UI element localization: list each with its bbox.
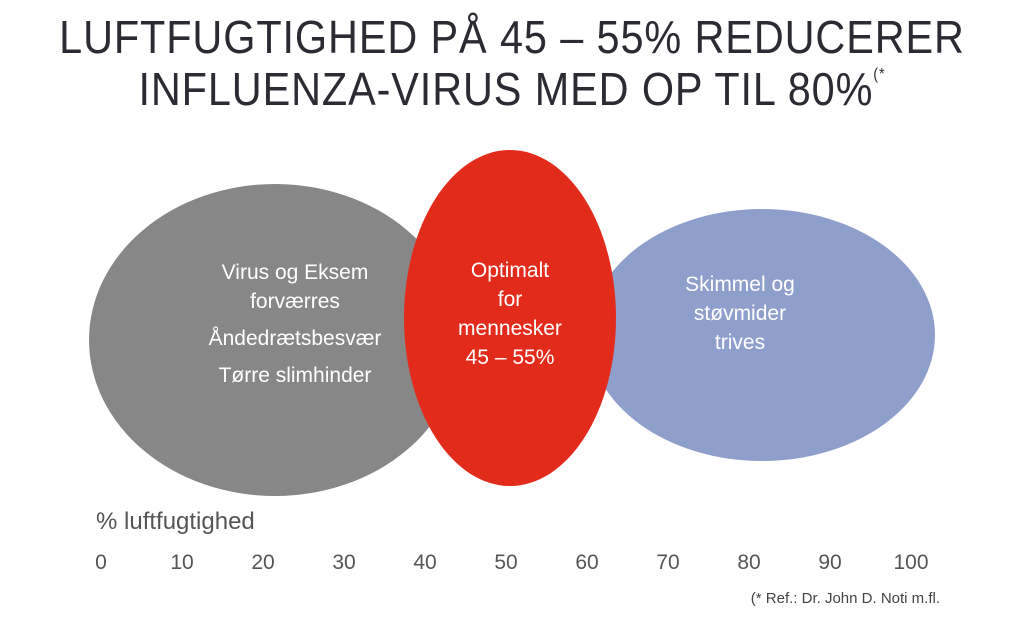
low-zone-line: Tørre slimhinder	[218, 364, 372, 387]
axis-tick-label: 0	[95, 551, 107, 574]
optimal-zone-line: for	[497, 288, 523, 311]
high-zone-line: trives	[714, 331, 766, 354]
reference-note: (* Ref.: Dr. John D. Noti m.fl.	[750, 590, 940, 607]
axis-tick-label: 40	[413, 551, 437, 574]
optimal-zone-line: Optimalt	[470, 259, 550, 282]
low-zone-line: Åndedrætsbesvær	[208, 327, 382, 350]
optimal-zone-label: Optimalt for mennesker 45 – 55%	[420, 256, 600, 372]
headline-line-1: LUFTFUGTIGHED PÅ 45 – 55% REDUCERER	[59, 11, 965, 63]
axis-tick-label: 100	[893, 551, 929, 574]
optimal-zone-line: mennesker	[458, 317, 562, 340]
high-humidity-ellipse	[589, 209, 935, 461]
axis-tick-label: 80	[737, 551, 761, 574]
optimal-humidity-ellipse	[404, 150, 616, 486]
high-zone-label: Skimmel og støvmider trives	[650, 270, 830, 357]
high-zone-line: Skimmel og	[685, 273, 795, 296]
axis-tick-label: 10	[170, 551, 194, 574]
axis-title: % luftfugtighed	[96, 508, 255, 535]
low-zone-line: forværres	[250, 290, 340, 313]
axis-tick-label: 60	[575, 551, 599, 574]
footnote-mark: (*	[873, 66, 886, 83]
axis-tick-label: 50	[494, 551, 518, 574]
low-zone-label: Virus og Eksem forværres Åndedrætsbesvær…	[175, 258, 415, 390]
axis-tick-label: 30	[332, 551, 356, 574]
low-zone-line: Virus og Eksem	[221, 261, 369, 284]
high-zone-line: støvmider	[693, 302, 787, 325]
axis-tick-label: 90	[818, 551, 842, 574]
headline-text: INFLUENZA-VIRUS MED OP TIL 80%	[138, 63, 874, 115]
axis-tick-label: 70	[656, 551, 680, 574]
headline-line-2: INFLUENZA-VIRUS MED OP TIL 80%(*	[51, 62, 973, 116]
low-humidity-ellipse	[89, 184, 461, 496]
optimal-zone-line: 45 – 55%	[465, 346, 555, 369]
axis-tick-label: 20	[251, 551, 275, 574]
